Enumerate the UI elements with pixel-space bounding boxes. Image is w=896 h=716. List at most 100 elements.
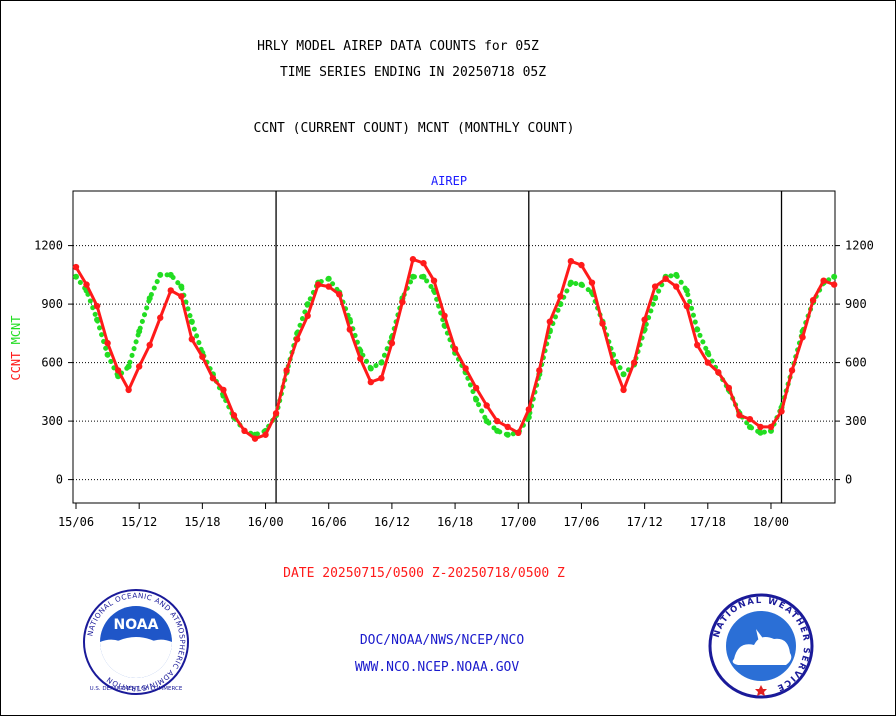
footer-link-web[interactable]: WWW.NCO.NCEP.NOAA.GOV: [354, 660, 520, 675]
point-mcnt: [367, 365, 374, 372]
point-ccnt: [346, 326, 353, 333]
point-mcnt: [746, 423, 753, 430]
point-mcnt: [683, 287, 690, 294]
point-ccnt: [104, 339, 111, 347]
point-mcnt: [104, 351, 111, 358]
point-mcnt: [73, 273, 79, 280]
point-mcnt: [694, 326, 701, 333]
point-ccnt: [746, 415, 754, 423]
plot-frame: [72, 190, 836, 504]
x-tick-label: 16/00: [247, 515, 283, 529]
seagull-icon: [107, 637, 165, 659]
point-ccnt: [157, 314, 164, 321]
point-mcnt: [831, 273, 838, 280]
point-mcnt: [704, 349, 711, 356]
point-ccnt: [209, 375, 217, 382]
point-ccnt: [504, 423, 511, 431]
y-tick-label-left: 0: [56, 473, 63, 487]
x-tick-label: 17/12: [627, 515, 663, 529]
y-tick-label-left: 900: [41, 297, 63, 311]
footer-link-doc[interactable]: DOC/NOAA/NWS/NCEP/NCO: [359, 633, 525, 648]
point-mcnt: [94, 316, 101, 323]
point-mcnt: [578, 281, 585, 288]
point-ccnt: [188, 336, 196, 343]
point-mcnt: [409, 273, 416, 280]
point-ccnt: [546, 318, 554, 325]
point-ccnt: [262, 431, 269, 438]
point-ccnt: [114, 367, 122, 374]
chart-title-line2: TIME SERIES ENDING IN 20250718 05Z: [279, 65, 547, 80]
point-ccnt: [820, 277, 827, 284]
y-axis-label-ccnt: CCNT: [9, 352, 23, 381]
point-ccnt: [367, 378, 375, 386]
point-ccnt: [357, 355, 364, 362]
point-mcnt: [157, 271, 164, 278]
noaa-ring-bottom: U.S. DEPARTMENT OF COMMERCE: [90, 686, 183, 692]
point-ccnt: [494, 417, 501, 425]
point-ccnt: [199, 353, 206, 360]
chart-title-line1: HRLY MODEL AIREP DATA COUNTS for 05Z: [257, 39, 539, 54]
point-ccnt: [430, 277, 438, 284]
point-ccnt: [515, 429, 522, 436]
grid-lines: [73, 245, 835, 481]
point-mcnt: [188, 318, 195, 325]
noaa-logo: NATIONAL OCEANIC AND ATMOSPHERIC ADMINIS…: [83, 589, 189, 695]
point-mcnt: [757, 429, 764, 436]
plot-title: AIREP: [431, 174, 467, 188]
point-mcnt: [167, 271, 174, 278]
y-axis-label: CCNT MCNT: [9, 315, 23, 380]
y-tick-label-left: 300: [41, 414, 63, 428]
point-ccnt: [420, 259, 427, 267]
point-ccnt: [336, 291, 343, 298]
point-ccnt: [767, 423, 775, 431]
point-mcnt: [304, 301, 311, 308]
point-mcnt: [673, 271, 680, 278]
point-ccnt: [578, 261, 585, 269]
point-ccnt: [314, 281, 322, 288]
point-ccnt: [788, 367, 796, 374]
point-mcnt: [504, 431, 511, 438]
point-mcnt: [178, 283, 185, 290]
point-ccnt: [567, 258, 575, 265]
chart-subtitle: CCNT (CURRENT COUNT) MCNT (MONTHLY COUNT…: [253, 121, 575, 136]
point-mcnt: [136, 328, 143, 335]
point-ccnt: [536, 367, 543, 374]
point-ccnt: [230, 412, 238, 419]
point-ccnt: [451, 345, 459, 353]
point-ccnt: [641, 316, 648, 323]
x-tick-label: 16/06: [311, 515, 347, 529]
point-mcnt: [378, 359, 385, 366]
point-ccnt: [399, 298, 406, 306]
lightning-icon: [754, 629, 772, 663]
point-ccnt: [694, 341, 701, 349]
point-mcnt: [567, 279, 574, 286]
point-ccnt: [525, 406, 532, 413]
point-ccnt: [778, 408, 785, 415]
point-ccnt: [167, 287, 174, 294]
point-ccnt: [378, 375, 385, 382]
y-axis-label-mcnt: MCNT: [9, 315, 23, 344]
point-ccnt: [483, 402, 490, 409]
point-mcnt: [420, 273, 427, 280]
y-tick-label-left: 1200: [34, 239, 63, 253]
point-ccnt: [799, 334, 806, 341]
x-tick-label: 16/12: [374, 515, 410, 529]
point-ccnt: [662, 275, 669, 282]
noaa-logo-text: NOAA: [114, 617, 159, 633]
date-range: DATE 20250715/0500 Z-20250718/0500 Z: [283, 566, 565, 581]
point-ccnt: [683, 302, 690, 310]
point-ccnt: [304, 312, 311, 319]
point-ccnt: [472, 384, 480, 392]
point-ccnt: [72, 263, 80, 271]
x-tick-label: 16/18: [437, 515, 473, 529]
point-ccnt: [83, 281, 90, 288]
nws-logo: NATIONAL WEATHER SERVICE: [708, 593, 814, 699]
point-mcnt: [146, 295, 153, 302]
x-tick-label: 17/06: [563, 515, 599, 529]
point-mcnt: [325, 275, 332, 282]
series-group: [72, 256, 838, 442]
point-ccnt: [146, 341, 153, 349]
point-ccnt: [93, 302, 101, 310]
point-mcnt: [483, 418, 490, 425]
